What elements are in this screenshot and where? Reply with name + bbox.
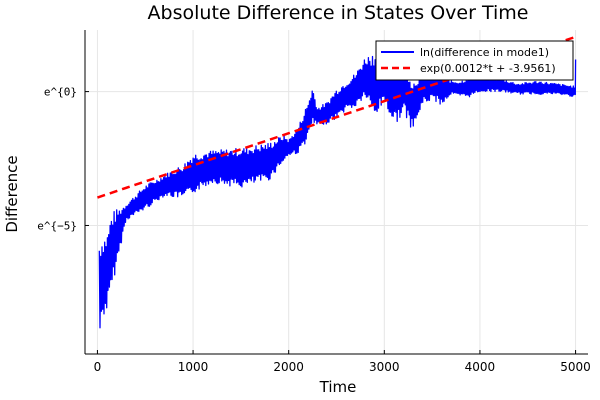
x-tick-label: 1000 [178, 360, 209, 374]
y-tick-label: e^{−5} [37, 219, 77, 232]
legend-label-series-2: exp(0.0012*t + -3.9561) [420, 62, 556, 75]
legend-label-series-1: ln(difference in mode1) [420, 46, 549, 59]
axes [84, 30, 588, 355]
x-tick-label: 0 [94, 360, 102, 374]
y-tick-label: e^{0} [44, 86, 77, 99]
legend-box [375, 40, 574, 81]
x-tick-label: 4000 [465, 360, 496, 374]
x-axis-label: Time [319, 378, 357, 396]
x-tick-label: 2000 [273, 360, 304, 374]
x-tick-label: 3000 [369, 360, 400, 374]
chart-title: Absolute Difference in States Over Time [148, 2, 529, 24]
x-tick-label: 5000 [560, 360, 591, 374]
y-axis-label: Difference [3, 155, 21, 232]
tick-labels: 0 1000 2000 3000 4000 5000 e^{0} e^{−5} [37, 86, 591, 374]
series-line-ln-difference [98, 52, 577, 329]
legend: ln(difference in mode1) exp(0.0012*t + -… [375, 40, 574, 81]
